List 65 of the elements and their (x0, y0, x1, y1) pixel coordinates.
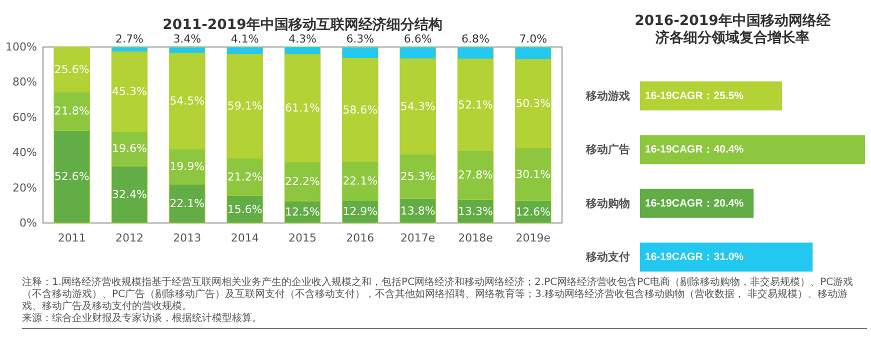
x-tick-label: 2012 (116, 232, 144, 244)
data-label: 25.6% (54, 63, 90, 76)
annotation: 注释：1.网络经济营收规模指基于经营互联网相关业务产生的企业收入规模之和，包括PC网络经济和移动网络经济；2.PC网络经济营收包含PC电商（剔除移动购物，非交易规模）、PC游戏（不含移动游戏）、PC广告（剔除移动广告）及互联网支付（不含移动支付），不含其他如网络招聘、网络教育等；3.移动网络经济营收包含移动购物（营收数据， 非交易规模）、移动游戏、移动广告及移动支付的营收规模。 (22, 277, 854, 312)
chart-title: 2011-2019年中国移动互联网经济细分结构 (162, 16, 442, 33)
data-label: 16-19CAGR：25.5% (645, 90, 744, 102)
x-tick-label: 2013 (173, 232, 202, 244)
data-label: 19.6% (112, 142, 147, 156)
data-label: 12.9% (342, 205, 378, 218)
y-tick-label: 移动支付 (585, 250, 630, 264)
data-label: 12.6% (516, 205, 551, 218)
data-label: 52.1% (458, 98, 493, 112)
data-label: 61.1% (285, 102, 320, 115)
data-label: 30.1% (516, 168, 551, 181)
data-label: 12.5% (285, 206, 320, 218)
y-tick-label: 移动购物 (585, 196, 630, 210)
x-tick-label: 2019e (516, 232, 551, 244)
data-label: 3.4% (173, 32, 202, 46)
data-label: 13.8% (400, 204, 436, 218)
data-label: 19.9% (170, 160, 205, 174)
data-label: 50.3% (516, 97, 551, 110)
bar (640, 81, 782, 110)
y-tick-label: 100% (6, 40, 37, 54)
y-tick-label: 60% (12, 110, 37, 124)
bar (640, 135, 865, 164)
data-label: 45.3% (112, 85, 147, 98)
y-tick-label: 20% (12, 181, 37, 194)
bar (640, 242, 813, 272)
data-label: 54.3% (400, 100, 436, 113)
data-label: 6.8% (462, 32, 490, 46)
data-label: 2.7% (116, 32, 144, 46)
data-label: 22.2% (285, 174, 320, 188)
y-tick-label: 移动游戏 (585, 89, 630, 102)
y-tick-label: 移动广告 (585, 143, 630, 156)
data-label: 59.1% (227, 100, 262, 113)
y-tick-label: 0% (20, 216, 37, 230)
data-label: 52.6% (54, 170, 90, 184)
x-tick-label: 2016 (346, 232, 374, 244)
chart-title: 2016-2019年中国移动网络经济各细分领域复合增长率 (634, 13, 832, 46)
x-tick-label: 2018e (458, 232, 494, 244)
data-label: 54.5% (170, 94, 205, 108)
data-label: 27.8% (458, 168, 493, 182)
data-label: 16-19CAGR：20.4% (645, 197, 744, 210)
data-label: 16-19CAGR：40.4% (645, 144, 744, 156)
data-label: 58.6% (342, 103, 378, 116)
data-label: 22.1% (170, 197, 205, 210)
data-label: 6.6% (404, 32, 432, 46)
data-label: 21.8% (54, 104, 90, 118)
data-label: 21.2% (227, 170, 262, 184)
data-label: 4.1% (230, 32, 259, 46)
source-note: 来源：综合企业财报及专家访谈，根据统计模型核算。 (22, 313, 263, 325)
data-label: 32.4% (112, 188, 147, 201)
x-tick-label: 2011 (58, 232, 86, 244)
data-label: 6.3% (346, 32, 374, 46)
x-tick-label: 2017e (400, 232, 436, 244)
data-label: 13.3% (458, 204, 493, 218)
y-tick-label: 80% (12, 76, 37, 89)
x-tick-label: 2015 (288, 232, 316, 244)
data-label: 25.3% (400, 170, 436, 183)
data-label: 4.3% (288, 32, 316, 46)
data-label: 7.0% (519, 32, 548, 46)
data-label: 22.1% (342, 174, 378, 188)
x-tick-label: 2014 (230, 232, 259, 244)
data-label: 16-19CAGR：31.0% (645, 251, 744, 264)
data-label: 15.6% (227, 202, 262, 216)
y-tick-label: 40% (12, 146, 37, 160)
